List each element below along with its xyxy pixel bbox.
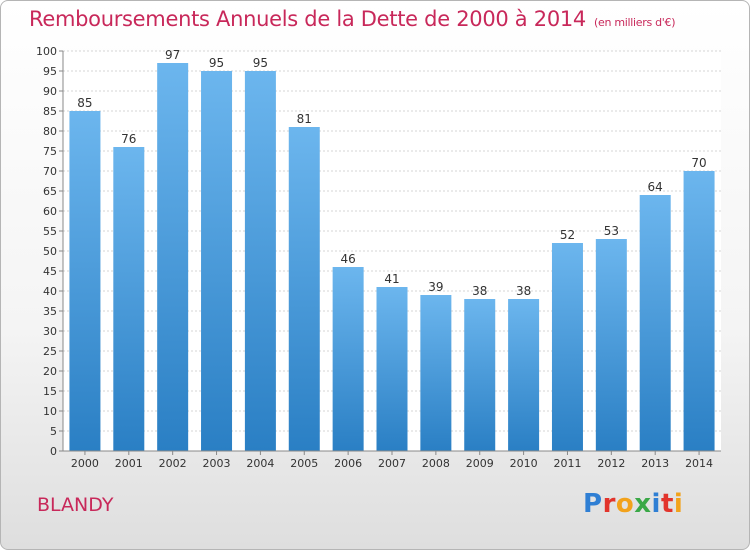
bar-2003: [201, 71, 233, 451]
x-axis-ticks: 2000 2001 2002 2003 2004 2005 2006 2007 2008 2009…: [71, 451, 713, 470]
x-tick-label: 2006: [334, 457, 362, 470]
y-tick-label: 85: [43, 105, 57, 118]
bar-2013: [639, 195, 671, 451]
y-tick-label: 50: [43, 245, 57, 258]
x-tick-label: 2009: [466, 457, 494, 470]
y-tick-label: 95: [43, 65, 57, 78]
y-tick-label: 30: [43, 325, 57, 338]
y-tick-label: 60: [43, 205, 57, 218]
chart-subtitle: (en milliers d'€): [594, 16, 676, 29]
bar-value-label: 81: [297, 112, 312, 126]
bar-2000: [69, 111, 101, 451]
y-tick-label: 55: [43, 225, 57, 238]
x-tick-label: 2014: [685, 457, 713, 470]
y-tick-label: 45: [43, 265, 57, 278]
y-tick-label: 20: [43, 365, 57, 378]
y-tick-label: 5: [50, 425, 57, 438]
y-tick-label: 80: [43, 125, 57, 138]
bar-value-label: 53: [604, 224, 619, 238]
y-tick-label: 70: [43, 165, 57, 178]
y-tick-label: 0: [50, 445, 57, 458]
x-tick-label: 2004: [246, 457, 274, 470]
x-tick-label: 2002: [159, 457, 187, 470]
proxiti-logo[interactable]: Proxiti: [583, 489, 683, 519]
logo-letter: o: [615, 489, 635, 519]
bar-value-label: 38: [472, 284, 487, 298]
logo-letter: x: [634, 489, 652, 519]
y-tick-label: 75: [43, 145, 57, 158]
bar-value-label: 46: [340, 252, 355, 266]
bar-value-label: 85: [77, 96, 92, 110]
y-tick-label: 100: [36, 45, 57, 58]
bar-2008: [420, 295, 452, 451]
bar-value-label: 41: [384, 272, 399, 286]
bar-value-label: 95: [253, 56, 268, 70]
bar-2011: [551, 243, 583, 451]
logo-letter: P: [583, 489, 603, 519]
bar-value-label: 52: [560, 228, 575, 242]
logo-letter: r: [602, 489, 616, 519]
city-name: BLANDY: [37, 494, 114, 516]
bar-2009: [464, 299, 496, 451]
x-tick-label: 2000: [71, 457, 99, 470]
y-tick-label: 35: [43, 305, 57, 318]
bar-2004: [244, 71, 276, 451]
x-tick-label: 2008: [422, 457, 450, 470]
x-tick-label: 2007: [378, 457, 406, 470]
bar-2014: [683, 171, 715, 451]
bar-value-label: 39: [428, 280, 443, 294]
bar-2010: [508, 299, 540, 451]
x-tick-label: 2003: [203, 457, 231, 470]
chart-title-text: Remboursements Annuels de la Dette de 20…: [29, 7, 586, 31]
bar-value-label: 70: [691, 156, 706, 170]
logo-letter: i: [673, 489, 684, 519]
y-tick-label: 10: [43, 405, 57, 418]
bar-value-label: 38: [516, 284, 531, 298]
bar-2005: [288, 127, 320, 451]
x-tick-label: 2001: [115, 457, 143, 470]
y-tick-label: 40: [43, 285, 57, 298]
x-tick-label: 2011: [553, 457, 581, 470]
y-tick-label: 25: [43, 345, 57, 358]
x-tick-label: 2010: [510, 457, 538, 470]
logo-letter: t: [660, 489, 674, 519]
y-axis-ticks: 0 5 10 15 20 25 30 35 40 45 50 55 60 65 70 75 80 85 90 95 10…: [36, 45, 63, 458]
bar-value-label: 64: [648, 180, 663, 194]
bar-2007: [376, 287, 408, 451]
bar-2012: [595, 239, 627, 451]
y-tick-label: 65: [43, 185, 57, 198]
chart-title: Remboursements Annuels de la Dette de 20…: [29, 7, 675, 31]
bars: 85 76 97 95 95 81 46 41 39 38 38 52 53 64 70: [69, 48, 715, 451]
bar-value-label: 76: [121, 132, 136, 146]
bar-2002: [157, 63, 189, 451]
x-tick-label: 2012: [597, 457, 625, 470]
bar-2001: [113, 147, 145, 451]
bar-2006: [332, 267, 364, 451]
bar-value-label: 95: [209, 56, 224, 70]
y-tick-label: 15: [43, 385, 57, 398]
bar-value-label: 97: [165, 48, 180, 62]
x-tick-label: 2013: [641, 457, 669, 470]
y-tick-label: 90: [43, 85, 57, 98]
logo-letter: i: [651, 489, 661, 519]
x-tick-label: 2005: [290, 457, 318, 470]
